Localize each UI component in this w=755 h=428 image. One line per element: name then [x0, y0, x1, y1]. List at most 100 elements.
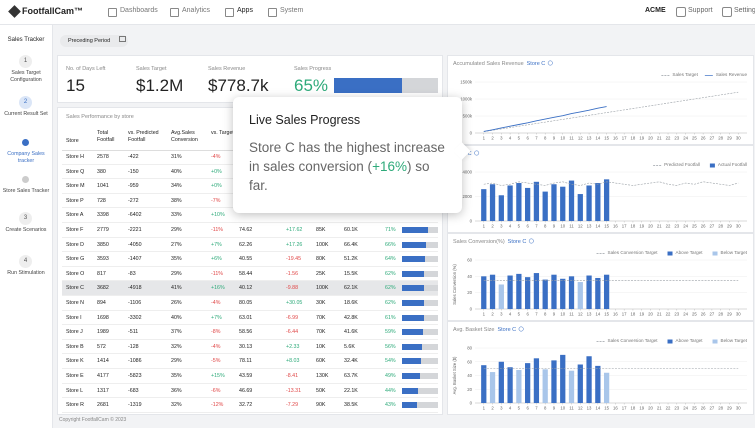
progress-label: 43% [385, 402, 396, 409]
bar [507, 367, 513, 403]
table-cell: 60K [316, 358, 326, 365]
table-cell: +0% [211, 183, 222, 190]
kpi-label: Sales Progress [294, 66, 332, 72]
progress-bar [402, 270, 425, 277]
chart-panel: Accumulated Sales Revenue Store C Sales Re… [447, 55, 754, 145]
nav-item[interactable]: Analytics [182, 7, 211, 14]
table-cell: -1.56 [286, 270, 299, 277]
table-cell: 35% [171, 256, 182, 263]
table-row: Store D 3850 -4050 27% +7% 62.26 +17.26 100K 66.… [62, 238, 438, 253]
nav-item[interactable]: Apps [237, 7, 253, 14]
x-tick-label: 19 [639, 224, 644, 229]
x-tick-label: 9 [553, 224, 556, 229]
x-tick-label: 4 [509, 136, 512, 141]
table-cell: 1317 [97, 387, 109, 394]
nav-item[interactable]: Dashboards [120, 7, 158, 14]
kpi-panel: No. of Days Left 15 Sales Target $1.2M Sales… [57, 55, 443, 103]
table-cell: Store L [66, 387, 84, 394]
table-cell: 63.7K [344, 373, 358, 379]
table-cell: Store O [66, 270, 85, 277]
progress-track [402, 373, 438, 379]
table-cell: 62.26 [239, 241, 253, 248]
link[interactable]: Support [688, 7, 713, 14]
chart-title: Sales Conversion(%) [453, 239, 505, 245]
table-cell: 3593 [97, 256, 109, 263]
bar [498, 361, 504, 403]
step-label[interactable]: Store Sales Tracker [2, 188, 50, 194]
table-cell: -13.31 [286, 387, 302, 394]
x-tick-label: 26 [701, 224, 706, 229]
table-cell: 2779 [97, 227, 109, 233]
table-cell: -9.88 [286, 285, 299, 292]
bar [542, 369, 548, 403]
y-tick-label: 20 [467, 290, 472, 295]
x-tick-label: 13 [587, 406, 592, 411]
table-cell: 29% [171, 358, 182, 365]
table-cell: 2578 [97, 154, 109, 160]
x-tick-label: 2 [491, 406, 494, 411]
kpi-value: $1.2M [136, 76, 184, 95]
tooltip-title: Live Sales Progress [249, 113, 361, 127]
tooltip-text-part: Store C has the highest increase in sale… [249, 140, 445, 174]
x-tick-label: 17 [622, 136, 627, 141]
y-tick-label: 20 [467, 387, 472, 392]
table-cell: 30.13 [239, 343, 253, 350]
x-tick-label: 22 [666, 136, 671, 141]
tooltip-highlight: +16% [372, 159, 407, 174]
x-tick-label: 12 [578, 224, 583, 229]
x-tick-label: 2 [491, 312, 494, 317]
bar [533, 181, 540, 221]
table-cell: Store P [66, 197, 84, 204]
x-tick-label: 29 [727, 136, 732, 141]
table-cell: Store H [66, 154, 84, 160]
table-cell: 29% [171, 270, 182, 277]
bar [577, 364, 583, 403]
x-tick-label: 16 [613, 406, 618, 411]
x-tick-label: 14 [595, 136, 600, 141]
step-label[interactable]: Create Scenarios [5, 227, 47, 233]
x-tick-label: 4 [509, 406, 512, 411]
table-cell: 4177 [97, 373, 109, 379]
bar [481, 276, 487, 309]
step-label[interactable]: Current Result Set [4, 111, 48, 117]
table-cell: 42.8K [344, 314, 358, 321]
x-tick-label: 13 [587, 224, 592, 229]
step-label[interactable]: Sales Target Configuration [10, 70, 42, 83]
table-cell: 38% [171, 197, 182, 204]
nav-item[interactable]: System [280, 7, 304, 14]
table-cell: 80K [316, 256, 326, 263]
step-label[interactable]: Run Stimulation [7, 270, 45, 276]
x-tick-label: 16 [613, 136, 618, 141]
column-header: Store [66, 138, 79, 144]
nav-icon [225, 8, 234, 17]
progress-label: 49% [385, 373, 396, 379]
table-cell: 50K [316, 387, 326, 394]
x-tick-label: 20 [648, 406, 653, 411]
progress-bar [402, 402, 418, 409]
table-cell: 41% [171, 285, 182, 292]
link[interactable]: Setting [734, 7, 755, 14]
kpi-progress-track [334, 78, 438, 93]
bar [603, 274, 610, 309]
legend-swatch [712, 251, 718, 256]
progress-label: 54% [385, 358, 396, 365]
bar [542, 191, 548, 221]
x-tick-label: 11 [569, 224, 574, 229]
x-tick-label: 14 [595, 224, 600, 229]
table-cell: -11% [211, 270, 223, 277]
table-cell: 46.69 [239, 387, 253, 394]
bar [595, 365, 601, 403]
column-header: Total Footfall [97, 130, 115, 143]
table-cell: 2681 [97, 402, 109, 409]
account[interactable]: ACME [645, 7, 666, 14]
legend-label: Below Target [721, 250, 748, 255]
table-cell: -8% [211, 329, 221, 336]
table-row: Store L 1317 -683 36% -6% 46.69 -13.31 50K 22.1K… [62, 384, 438, 399]
x-tick-label: 10 [560, 224, 565, 229]
x-tick-label: 23 [674, 224, 679, 229]
table-cell: -6402 [128, 212, 142, 219]
filter-button[interactable]: Preceding Period [60, 35, 128, 47]
step-label[interactable]: Company Sales tracker [7, 151, 45, 164]
